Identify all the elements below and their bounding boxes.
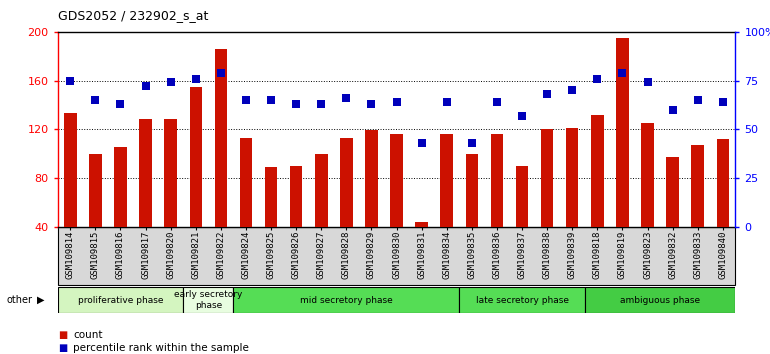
Bar [239,138,253,275]
Bar [415,222,428,275]
Bar [566,128,578,275]
Bar [390,134,403,275]
Bar [165,120,177,275]
Bar [64,113,76,275]
Text: GDS2052 / 232902_s_at: GDS2052 / 232902_s_at [58,9,208,22]
Bar [440,134,453,275]
Point [541,91,554,97]
Text: percentile rank within the sample: percentile rank within the sample [73,343,249,353]
Bar [233,287,459,313]
Text: ambiguous phase: ambiguous phase [620,296,700,304]
Bar [365,130,378,275]
Bar [666,157,679,275]
Point [89,97,102,103]
Text: proliferative phase: proliferative phase [78,296,163,304]
Bar [183,287,233,313]
Text: ■: ■ [58,330,67,339]
Bar [189,87,202,275]
Point [416,140,428,146]
Bar [215,49,227,275]
Point [466,140,478,146]
Bar [591,115,604,275]
Point [139,84,152,89]
Point [239,97,252,103]
Point [490,99,503,105]
Text: late secretory phase: late secretory phase [476,296,568,304]
Text: ■: ■ [58,343,67,353]
Point [340,95,353,101]
Point [290,101,303,107]
Point [189,76,202,81]
Bar [584,287,735,313]
Point [717,99,729,105]
Bar [139,120,152,275]
Bar [641,123,654,275]
Point [616,70,628,76]
Point [516,113,528,118]
Bar [89,154,102,275]
Bar [490,134,504,275]
Text: early secretory
phase: early secretory phase [174,290,243,310]
Point [641,80,654,85]
Point [390,99,403,105]
Bar [616,38,628,275]
Bar [340,138,353,275]
Bar [114,148,127,275]
Point [667,107,679,113]
Text: mid secretory phase: mid secretory phase [300,296,393,304]
Bar [717,139,729,275]
Point [114,101,126,107]
Point [365,101,377,107]
Bar [265,167,277,275]
Bar [691,145,704,275]
Text: other: other [6,295,32,305]
Point [566,87,578,93]
Bar [290,166,303,275]
Bar [58,287,183,313]
Text: ▶: ▶ [37,295,45,305]
Bar [459,287,584,313]
Point [691,97,704,103]
Point [64,78,76,84]
Point [215,70,227,76]
Point [265,97,277,103]
Bar [516,166,528,275]
Text: count: count [73,330,102,339]
Bar [315,154,327,275]
Bar [466,154,478,275]
Bar [541,129,554,275]
Point [440,99,453,105]
Point [165,80,177,85]
Point [591,76,604,81]
Point [315,101,327,107]
